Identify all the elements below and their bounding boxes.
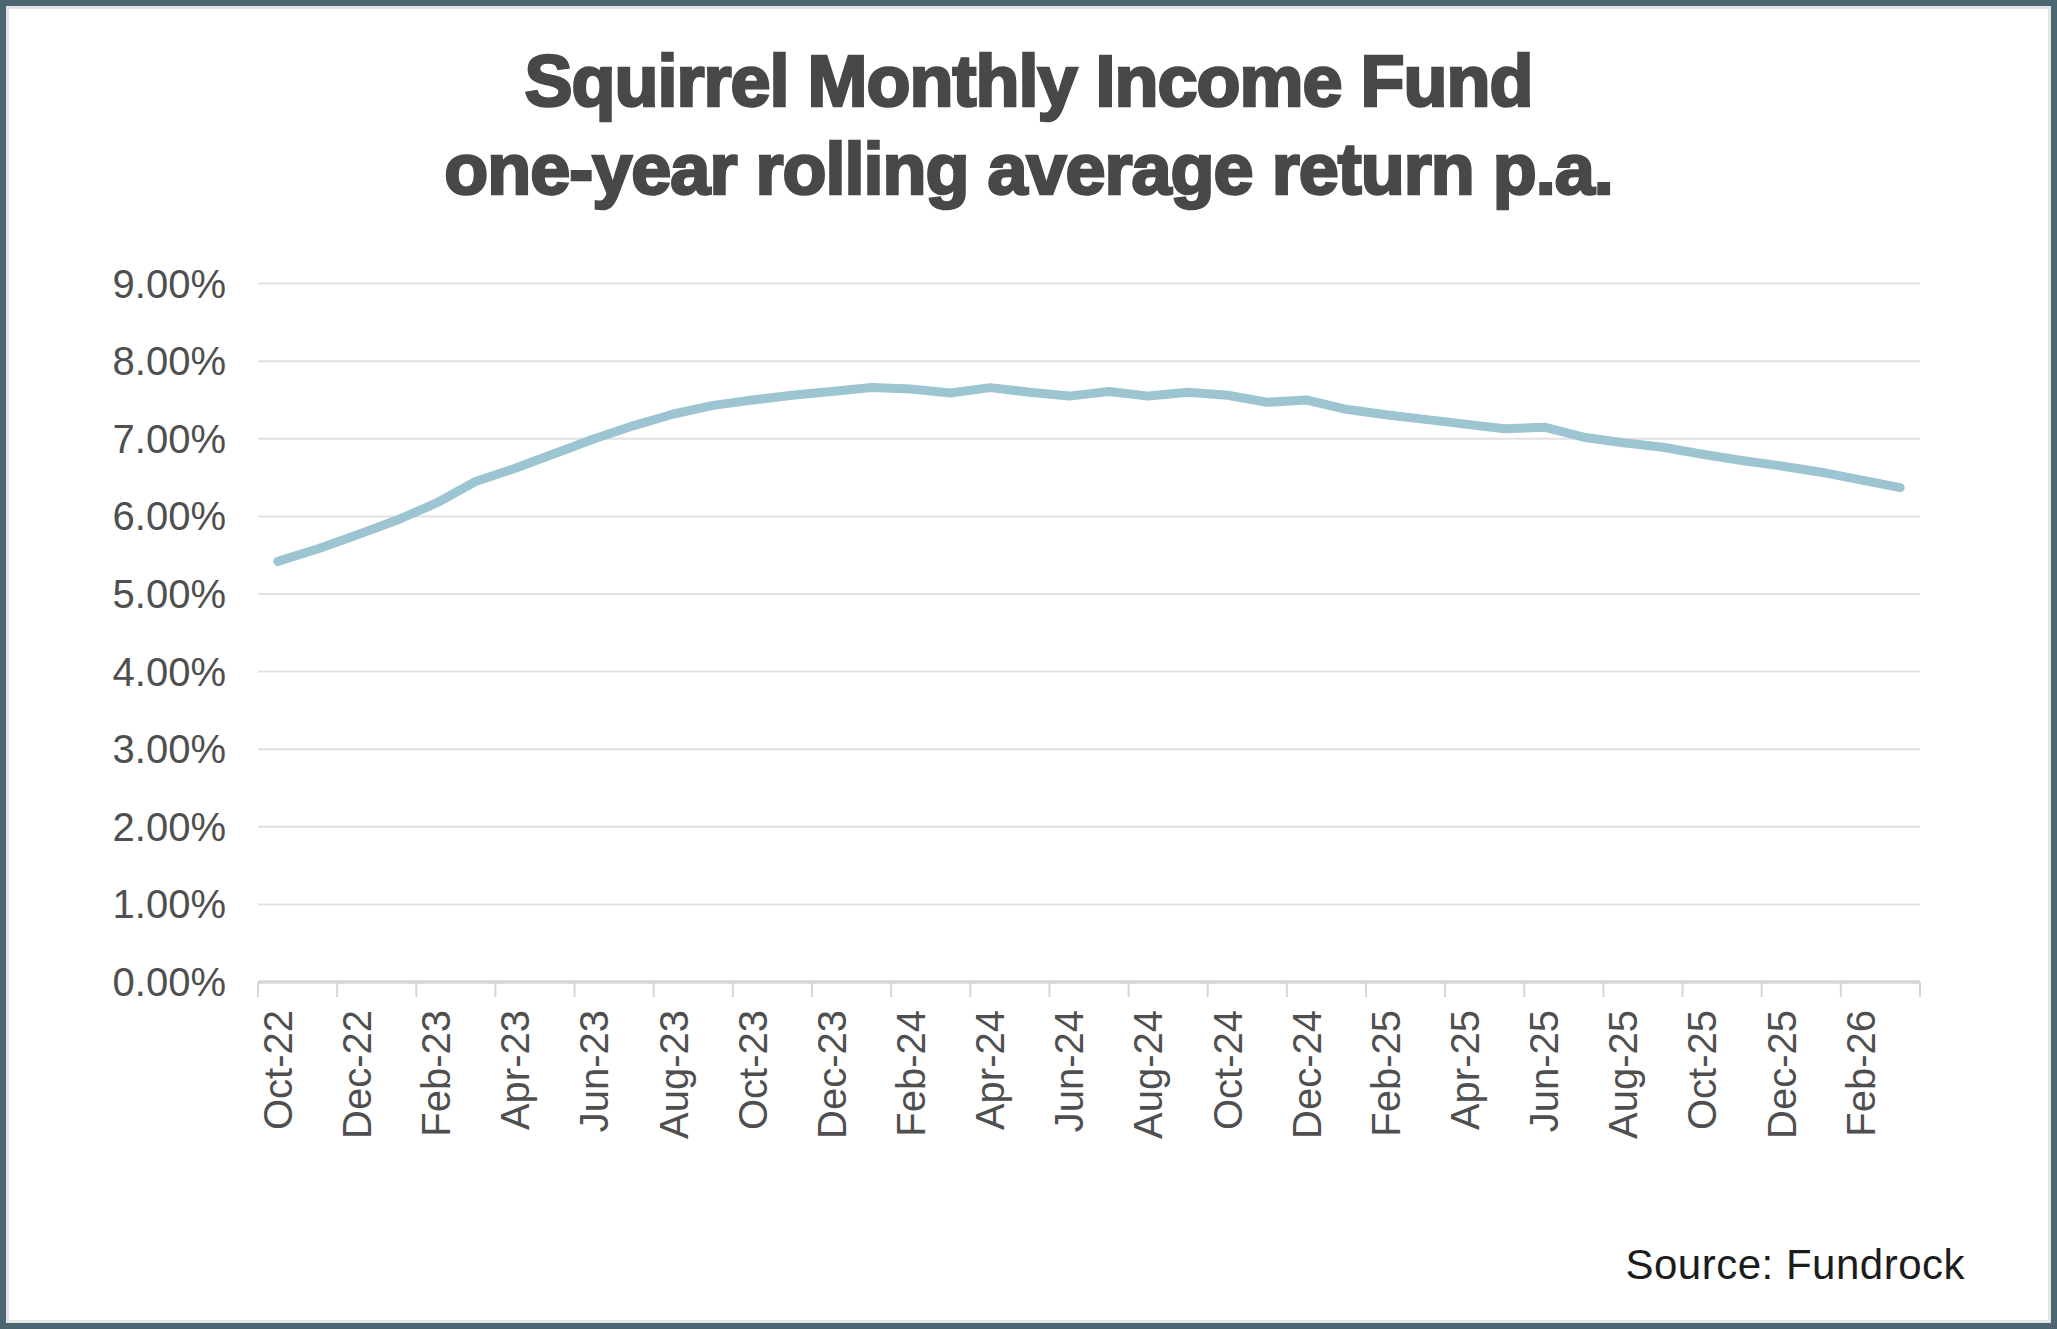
y-axis-tick-label: 3.00% bbox=[113, 727, 226, 771]
y-axis-tick-label: 9.00% bbox=[113, 262, 226, 306]
series-line bbox=[278, 388, 1900, 562]
x-axis-tick-label: Aug-25 bbox=[1601, 1010, 1645, 1139]
x-axis-tick-label: Jun-23 bbox=[572, 1010, 616, 1132]
source-caption: Source: Fundrock bbox=[1626, 1241, 1966, 1289]
y-axis-tick-label: 0.00% bbox=[113, 960, 226, 1004]
y-axis-tick-label: 2.00% bbox=[113, 805, 226, 849]
x-axis-tick-label: Oct-24 bbox=[1206, 1010, 1250, 1130]
x-axis-tick-label: Dec-25 bbox=[1760, 1010, 1804, 1139]
x-axis-tick-label: Apr-25 bbox=[1443, 1010, 1487, 1130]
x-axis-tick-label: Apr-23 bbox=[493, 1010, 537, 1130]
x-axis-tick-label: Dec-24 bbox=[1285, 1010, 1329, 1139]
x-axis-tick-label: Oct-22 bbox=[256, 1010, 300, 1130]
x-axis-tick-label: Aug-23 bbox=[652, 1010, 696, 1139]
x-axis-tick-label: Aug-24 bbox=[1126, 1010, 1170, 1139]
y-axis-tick-label: 7.00% bbox=[113, 417, 226, 461]
x-axis-tick-label: Jun-24 bbox=[1047, 1010, 1091, 1132]
x-axis-tick-label: Feb-24 bbox=[889, 1010, 933, 1137]
x-axis-tick-label: Apr-24 bbox=[968, 1010, 1012, 1130]
y-axis-tick-label: 6.00% bbox=[113, 494, 226, 538]
y-axis-tick-label: 5.00% bbox=[113, 572, 226, 616]
x-axis-tick-label: Oct-25 bbox=[1680, 1010, 1724, 1130]
x-axis-tick-label: Feb-25 bbox=[1364, 1010, 1408, 1137]
y-axis-tick-label: 1.00% bbox=[113, 882, 226, 926]
line-chart-plot-area: 9.00% 8.00% 7.00% 6.00% 5.00% 4.00% 3.00% 2.00%… bbox=[0, 0, 2057, 1329]
y-axis-tick-label: 4.00% bbox=[113, 650, 226, 694]
x-axis-tick-label: Feb-26 bbox=[1839, 1010, 1883, 1137]
x-axis-tick-label: Oct-23 bbox=[731, 1010, 775, 1130]
x-axis-tick-label: Jun-25 bbox=[1522, 1010, 1566, 1132]
x-axis-tick-label: Dec-23 bbox=[810, 1010, 854, 1139]
y-axis-tick-label: 8.00% bbox=[113, 339, 226, 383]
x-axis-tick-label: Dec-22 bbox=[335, 1010, 379, 1139]
x-axis-tick-label: Feb-23 bbox=[414, 1010, 458, 1137]
